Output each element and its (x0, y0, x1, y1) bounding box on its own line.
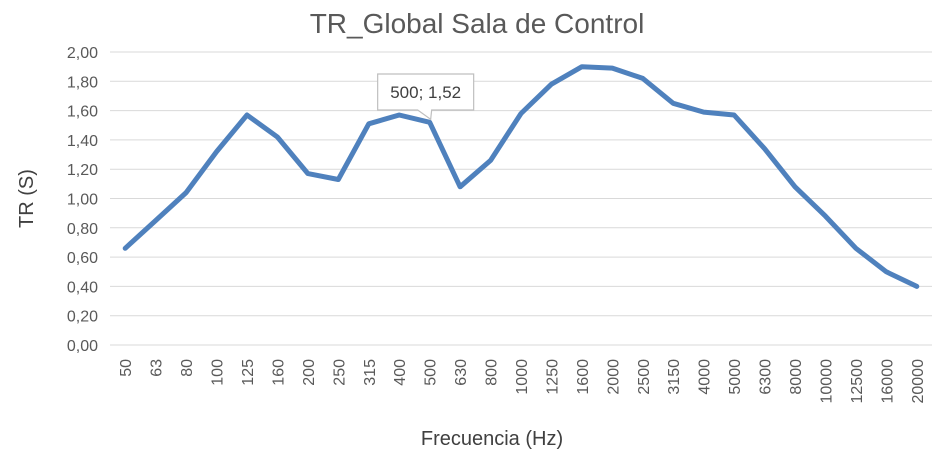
x-tick-label: 1600 (575, 359, 592, 395)
y-tick-label: 0,20 (67, 309, 98, 326)
x-tick-label: 3150 (666, 359, 683, 395)
y-tick-label: 1,60 (67, 104, 98, 121)
y-tick-label: 1,00 (67, 192, 98, 209)
x-tick-label: 20000 (910, 359, 927, 404)
y-tick-label: 1,80 (67, 74, 98, 91)
x-tick-label: 1000 (514, 359, 531, 395)
x-tick-label: 200 (301, 359, 318, 386)
y-axis-ticks: 0,00 0,20 0,40 0,60 0,80 1,00 1,20 1,40 1,60 1,80… (67, 45, 98, 355)
x-axis-label: Frecuencia (Hz) (421, 428, 563, 450)
y-axis-label: TR (S) (16, 169, 38, 228)
x-tick-label: 400 (392, 359, 409, 386)
x-tick-label: 100 (210, 359, 227, 386)
y-tick-label: 0,00 (67, 338, 98, 355)
y-tick-label: 2,00 (67, 45, 98, 62)
x-tick-label: 2000 (605, 359, 622, 395)
x-tick-label: 4000 (697, 359, 714, 395)
x-tick-label: 16000 (879, 359, 896, 404)
x-tick-label: 8000 (788, 359, 805, 395)
x-tick-label: 63 (149, 359, 166, 377)
x-tick-label: 80 (179, 359, 196, 377)
callout-label: 500; 1,52 (390, 83, 461, 102)
x-tick-label: 6300 (758, 359, 775, 395)
x-tick-label: 50 (118, 359, 135, 377)
series-layer (122, 64, 920, 289)
chart-title: TR_Global Sala de Control (310, 8, 645, 39)
x-tick-label: 160 (270, 359, 287, 386)
y-tick-label: 0,80 (67, 221, 98, 238)
y-tick-label: 0,40 (67, 279, 98, 296)
x-tick-label: 500 (423, 359, 440, 386)
x-tick-label: 1250 (544, 359, 561, 395)
x-tick-label: 5000 (727, 359, 744, 395)
callout-box (377, 73, 475, 121)
x-tick-label: 250 (331, 359, 348, 386)
data-callout: 500; 1,52 (377, 73, 475, 121)
x-tick-label: 125 (240, 359, 257, 386)
y-tick-label: 0,60 (67, 250, 98, 267)
x-tick-label: 10000 (818, 359, 835, 404)
y-tick-label: 1,40 (67, 133, 98, 150)
x-tick-label: 2500 (636, 359, 653, 395)
x-axis-ticks: 50 63 80 100 125 160 200 250 315 400 500 630 800 1000… (118, 359, 927, 404)
series-line (122, 64, 920, 289)
x-tick-label: 630 (453, 359, 470, 386)
y-tick-label: 1,20 (67, 162, 98, 179)
x-tick-label: 315 (362, 359, 379, 386)
x-tick-label: 12500 (849, 359, 866, 404)
x-tick-label: 800 (484, 359, 501, 386)
